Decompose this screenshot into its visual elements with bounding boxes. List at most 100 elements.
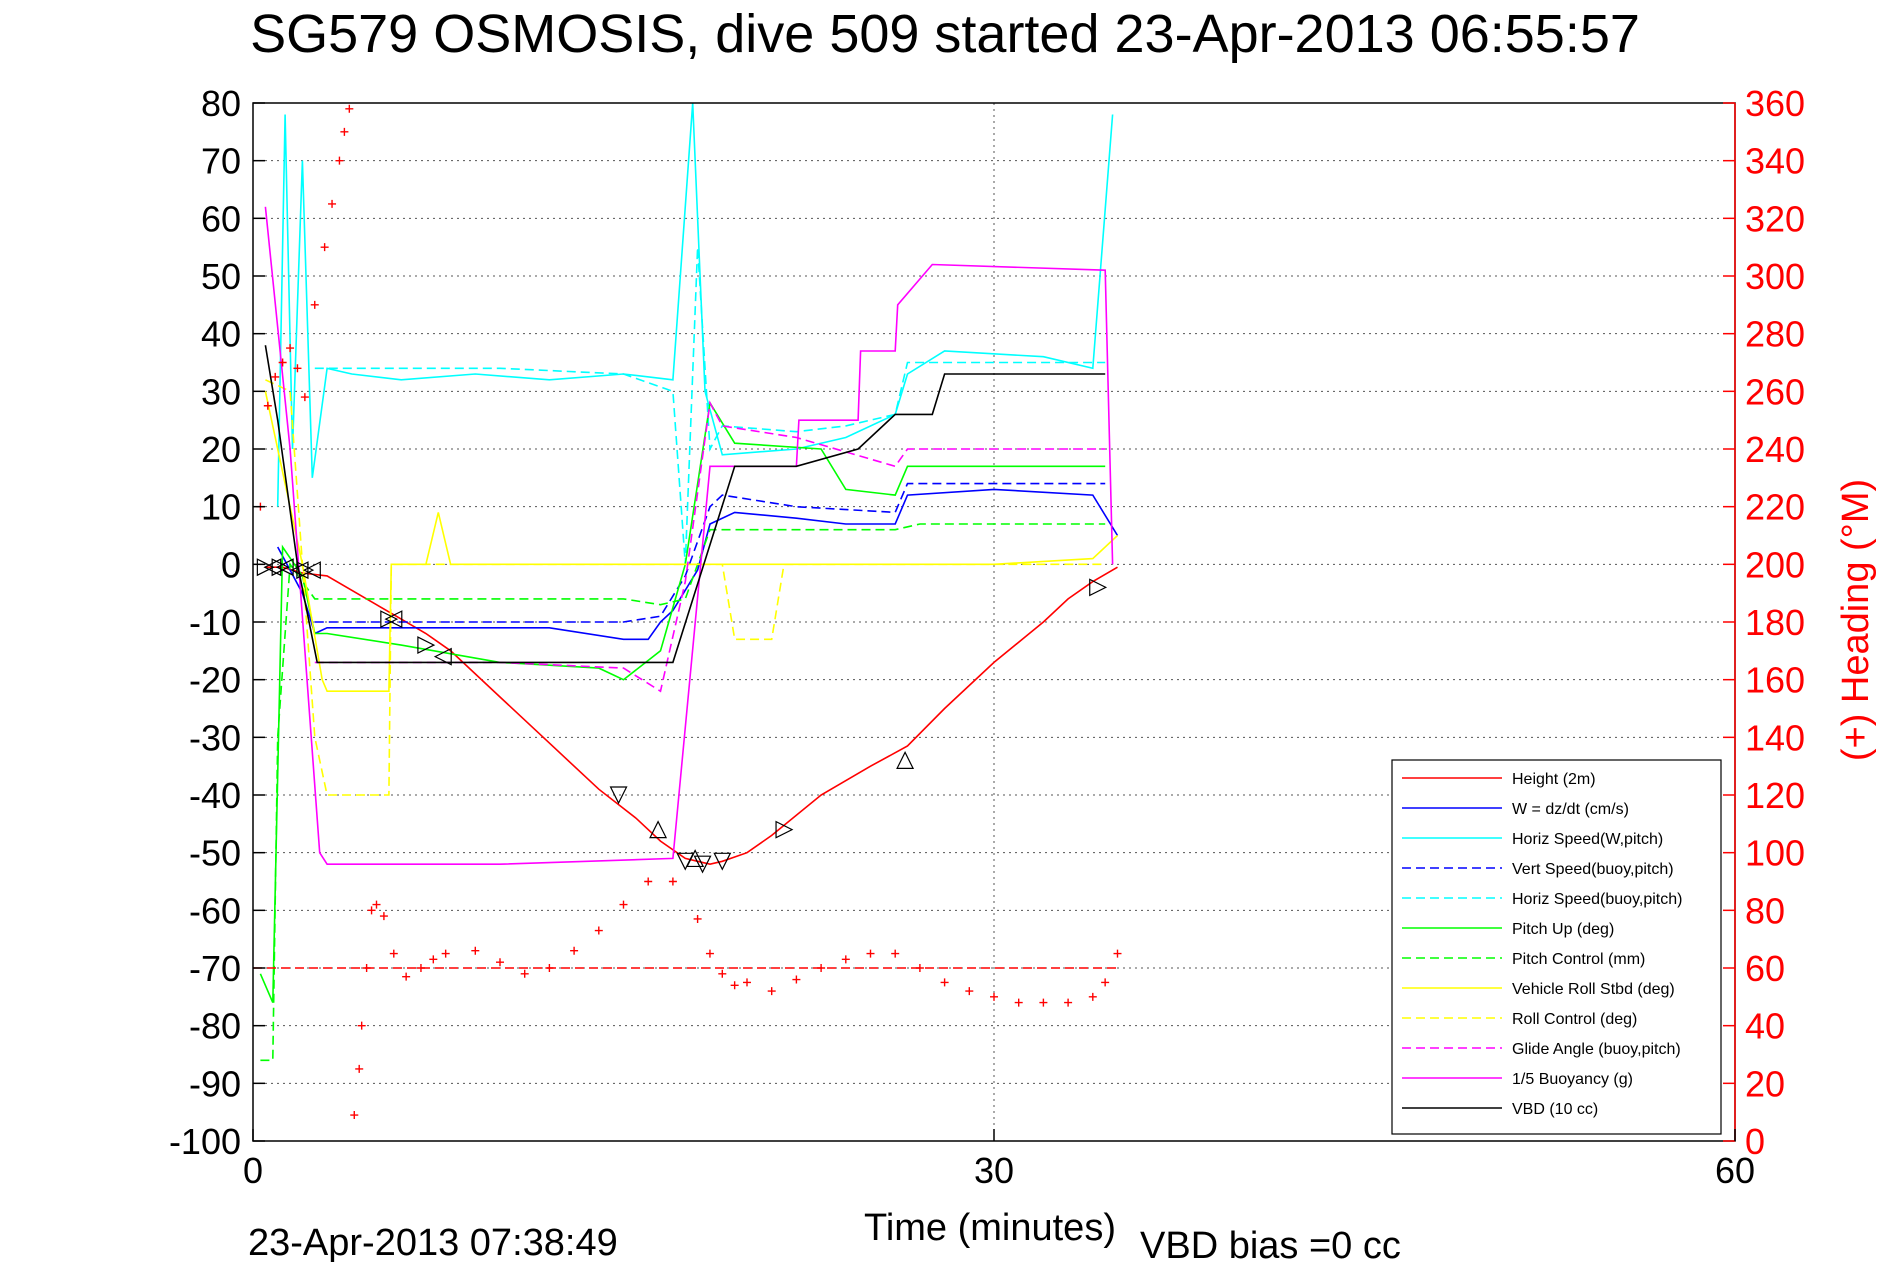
heading-point — [441, 949, 450, 958]
legend-box — [1391, 759, 1722, 1135]
series-line-vehicle-roll-stbd-deg-7 — [264, 391, 1119, 693]
heading-point — [1101, 978, 1110, 987]
heading-point — [520, 969, 529, 978]
triangle-marker-down — [609, 786, 628, 805]
heading-point — [668, 877, 677, 886]
triangle-marker-left — [433, 647, 452, 666]
y2-tick-label: 120 — [1745, 775, 1805, 816]
heading-point — [379, 912, 388, 921]
series-line-roll-control-deg-8 — [265, 379, 1106, 796]
heading-point — [340, 127, 349, 136]
heading-point — [320, 243, 329, 252]
triangle-marker-right — [1089, 578, 1108, 597]
heading-point — [1088, 992, 1097, 1001]
heading-point — [619, 900, 628, 909]
heading-point — [1039, 998, 1048, 1007]
y2-tick-label: 280 — [1745, 314, 1805, 355]
legend-entry: Vert Speed(buoy,pitch) — [1512, 861, 1674, 878]
y-tick-label: -90 — [189, 1063, 241, 1104]
y-tick-label: -70 — [189, 948, 241, 989]
heading-point — [1064, 998, 1073, 1007]
triangle-marker-right — [256, 558, 275, 577]
heading-point — [594, 926, 603, 935]
y2-tick-label: 300 — [1745, 256, 1805, 297]
y2-tick-label: 20 — [1745, 1063, 1785, 1104]
legend-entry: Vehicle Roll Stbd (deg) — [1512, 981, 1675, 998]
legend: Height (2m) W = dz/dt (cm/s) Horiz Speed(W… — [1391, 759, 1722, 1135]
y-tick-label: 70 — [201, 141, 241, 182]
legend-entry: Glide Angle (buoy,pitch) — [1512, 1041, 1681, 1058]
y-tick-label: -10 — [189, 602, 241, 643]
x-tick-label: 30 — [974, 1150, 1014, 1191]
series-line-height-2m-0 — [265, 566, 1118, 866]
y-tick-label: -40 — [189, 775, 241, 816]
plot-area — [253, 103, 1122, 1120]
x-axis-label: Time (minutes) — [864, 1207, 1116, 1249]
y-tick-label: -80 — [189, 1006, 241, 1047]
y2-tick-label: 200 — [1745, 544, 1805, 585]
heading-point — [940, 978, 949, 987]
heading-point — [278, 358, 287, 367]
series-line-vert-speed-buoy-pitch-3 — [314, 482, 1106, 623]
y-tick-label: 0 — [221, 544, 241, 585]
series-line-vbd-10-cc-11 — [264, 345, 1106, 664]
y-tick-label: 10 — [201, 487, 241, 528]
triangle-marker-up — [686, 849, 705, 868]
triangle-marker-down — [693, 855, 712, 874]
heading-point — [1113, 949, 1122, 958]
height-markers — [256, 558, 1108, 874]
y-axis-right-heading: 3603403203002802602402202001801601401201… — [1723, 83, 1805, 1162]
heading-point — [367, 906, 376, 915]
heading-point — [402, 972, 411, 981]
triangle-marker-left — [275, 558, 294, 577]
y2-tick-label: 220 — [1745, 487, 1805, 528]
y2-tick-label: 80 — [1745, 890, 1785, 931]
y2-tick-label: 140 — [1745, 717, 1805, 758]
y2-tick-label: 340 — [1745, 141, 1805, 182]
heading-point — [496, 958, 504, 967]
triangle-marker-left — [290, 561, 309, 580]
y2-tick-label: 240 — [1745, 429, 1805, 470]
y2-tick-label: 40 — [1745, 1006, 1785, 1047]
legend-entry: Pitch Up (deg) — [1512, 921, 1614, 938]
y-tick-label: 80 — [201, 83, 241, 124]
triangle-marker-right — [775, 820, 794, 839]
heading-point — [271, 372, 280, 381]
y2-tick-label: 320 — [1745, 198, 1805, 239]
y-tick-label: 50 — [201, 256, 241, 297]
triangle-marker-left — [302, 561, 321, 580]
heading-point — [357, 1021, 366, 1030]
heading-point — [693, 914, 702, 923]
heading-point — [263, 401, 272, 410]
legend-entry: Height (2m) — [1512, 771, 1596, 788]
heading-point — [990, 992, 998, 1001]
heading-point — [310, 300, 319, 309]
y-tick-label: -50 — [189, 833, 241, 874]
series-line-horiz-speed-buoy-pitch-4 — [314, 247, 1106, 565]
y-tick-label: -20 — [189, 660, 241, 701]
y2-tick-label: 180 — [1745, 602, 1805, 643]
heading-point — [471, 946, 480, 955]
heading-point — [372, 900, 381, 909]
heading-point — [891, 949, 900, 958]
heading-point — [389, 949, 398, 958]
y-tick-label: 30 — [201, 371, 241, 412]
triangle-marker-right — [380, 610, 399, 629]
footer-timestamp: 23-Apr-2013 07:38:49 — [248, 1222, 618, 1262]
heading-point — [965, 987, 974, 996]
heading-point — [767, 987, 776, 996]
heading-point — [286, 344, 295, 353]
y2-tick-label: 260 — [1745, 371, 1805, 412]
heading-point — [355, 1064, 364, 1073]
heading-point — [1014, 998, 1023, 1007]
chart-title: SG579 OSMOSIS, dive 509 started 23-Apr-2… — [250, 4, 1640, 64]
y2-tick-label: 0 — [1745, 1121, 1765, 1162]
heading-point — [570, 946, 579, 955]
y-tick-label: -100 — [169, 1121, 241, 1162]
y-tick-label: -60 — [189, 890, 241, 931]
heading-point — [705, 949, 714, 958]
heading-point — [792, 975, 801, 984]
heading-point — [335, 156, 344, 165]
heading-point — [300, 393, 309, 402]
